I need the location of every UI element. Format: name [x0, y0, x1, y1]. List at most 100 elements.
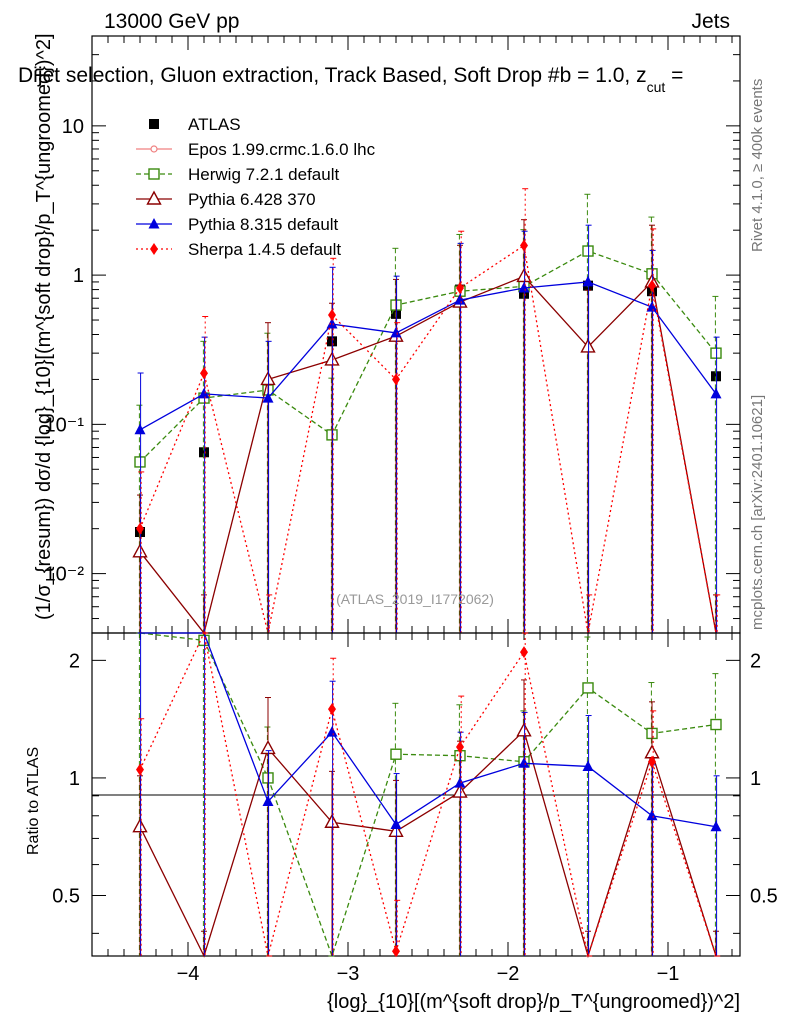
- legend-label-herwig: Herwig 7.2.1 default: [188, 165, 339, 184]
- marker-sherpa: [136, 522, 144, 535]
- marker-sherpa: [456, 281, 464, 294]
- marker-herwig: [582, 245, 594, 257]
- ratio-marker-pythia8: [646, 809, 658, 821]
- main-y-axis-label: (1/σ_{resum}) dσ/d {log}_{10}[(m^{soft d…: [33, 33, 55, 620]
- marker-sherpa: [328, 309, 336, 322]
- process-label: Jets: [691, 10, 730, 33]
- marker-data: [199, 447, 209, 458]
- plot-title: Dijet selection, Gluon extraction, Track…: [18, 64, 683, 95]
- marker-pythia8: [262, 392, 274, 403]
- marker-pythia8: [390, 326, 402, 338]
- ratio-marker-herwig: [198, 634, 210, 647]
- marker-pythia8: [454, 294, 466, 305]
- marker-pythia8: [134, 423, 146, 435]
- legend-marker-herwig: [148, 168, 160, 180]
- ratio-marker-pythia6: [452, 783, 468, 798]
- ratio-line-herwig: [139, 632, 717, 959]
- ratio-axis-ticks: −4 −3 −2 −1 0.5 0.5 1 1 2 2: [52, 633, 778, 985]
- ratio-y-tick-label-right: 1: [750, 768, 761, 790]
- ratio-marker-sherpa: [136, 763, 144, 776]
- marker-sherpa: [648, 279, 656, 292]
- series-pythia8: [134, 224, 722, 633]
- main-y-tick-label: 10: [62, 116, 84, 138]
- ratio-y-tick-label: 2: [69, 650, 80, 672]
- marker-pythia8: [198, 387, 210, 399]
- main-y-tick-label: 10⁻¹: [45, 414, 85, 436]
- legend-label-data: ATLAS: [188, 115, 241, 134]
- legend-label-pythia6: Pythia 6.428 370: [188, 190, 316, 209]
- x-tick-label: −3: [337, 963, 360, 985]
- ratio-series-group: [132, 630, 722, 959]
- main-series-group: [132, 188, 722, 635]
- plot-title-sub: cut: [647, 79, 666, 95]
- ratio-series-pythia6: [132, 679, 719, 959]
- ratio-marker-herwig: [390, 748, 402, 760]
- main-y-tick-label: 10⁻²: [45, 564, 85, 586]
- ratio-marker-sherpa: [392, 945, 400, 958]
- ratio-marker-sherpa: [328, 703, 336, 716]
- legend-marker-pythia8: [148, 218, 160, 229]
- legend-marker-sherpa: [150, 243, 158, 255]
- ratio-y-tick-label-right: 2: [750, 650, 761, 672]
- main-y-axis-label-text: (1/σ_{resum}) dσ/d {log}_{10}[(m^{soft d…: [33, 33, 55, 620]
- legend: ATLAS Epos 1.99.crmc.1.6.0 lhc Herwig 7.2.…: [136, 115, 376, 259]
- legend-label-sherpa: Sherpa 1.4.5 default: [188, 240, 341, 259]
- legend-label-epos: Epos 1.99.crmc.1.6.0 lhc: [188, 140, 376, 159]
- marker-sherpa: [200, 367, 208, 380]
- x-tick-label: −1: [657, 963, 680, 985]
- series-line-herwig: [139, 250, 717, 463]
- ratio-marker-herwig: [582, 682, 594, 694]
- marker-herwig: [134, 456, 146, 468]
- series-line-pythia8: [139, 281, 717, 431]
- marker-pythia8: [646, 301, 658, 312]
- series-line-pythia6: [139, 275, 717, 635]
- ratio-marker-pythia6: [516, 722, 532, 737]
- ratio-marker-pythia6: [388, 822, 404, 838]
- marker-pythia6: [132, 543, 148, 558]
- ratio-line-pythia6: [139, 729, 717, 959]
- series-sherpa: [136, 188, 721, 634]
- marker-sherpa: [520, 239, 528, 252]
- marker-sherpa: [392, 373, 400, 386]
- ratio-marker-pythia8: [326, 726, 338, 737]
- x-tick-label: −4: [177, 963, 200, 985]
- ratio-marker-sherpa: [520, 646, 528, 659]
- ratio-y-tick-label: 0.5: [52, 886, 80, 908]
- main-axis-ticks: 10⁻² 10⁻¹ 1 10: [45, 35, 740, 634]
- legend-label-pythia8: Pythia 8.315 default: [188, 215, 339, 234]
- ratio-series-sherpa: [136, 630, 721, 959]
- marker-pythia6: [324, 351, 340, 366]
- ratio-marker-pythia8: [710, 820, 722, 832]
- ratio-marker-pythia8: [582, 760, 594, 771]
- main-panel: 10⁻² 10⁻¹ 1 10: [45, 35, 741, 635]
- plot-title-main: Dijet selection, Gluon extraction, Track…: [18, 64, 647, 87]
- ratio-marker-pythia8: [262, 795, 274, 807]
- ratio-y-tick-label: 1: [69, 768, 80, 790]
- rivet-version-label: Rivet 4.1.0, ≥ 400k events: [749, 79, 766, 252]
- marker-herwig: [710, 347, 722, 359]
- ratio-marker-pythia6: [132, 818, 148, 833]
- analysis-id-label: (ATLAS_2019_I1772062): [336, 591, 494, 607]
- plot-title-tail: =: [665, 64, 683, 87]
- series-line-sherpa: [139, 244, 717, 634]
- marker-data: [711, 371, 721, 382]
- ratio-y-tick-label-right: 0.5: [750, 886, 778, 908]
- marker-pythia8: [518, 281, 530, 293]
- ratio-marker-sherpa: [648, 755, 656, 768]
- series-herwig: [134, 193, 722, 633]
- energy-label: 13000 GeV pp: [104, 10, 239, 33]
- ratio-marker-pythia6: [260, 739, 276, 755]
- ratio-panel: −4 −3 −2 −1 0.5 0.5 1 1 2 2: [52, 630, 778, 985]
- mcplots-label: mcplots.cern.ch [arXiv:2401.10621]: [749, 395, 766, 630]
- legend-marker-epos: [150, 145, 158, 153]
- ratio-marker-pythia8: [518, 757, 530, 768]
- marker-pythia6: [516, 267, 532, 283]
- marker-pythia8: [710, 387, 722, 399]
- ratio-line-sherpa: [139, 630, 717, 959]
- main-y-tick-label: 1: [73, 265, 84, 287]
- marker-pythia8: [582, 275, 594, 287]
- ratio-line-pythia8: [140, 632, 717, 828]
- marker-pythia6: [580, 338, 596, 353]
- ratio-marker-pythia6: [324, 813, 340, 828]
